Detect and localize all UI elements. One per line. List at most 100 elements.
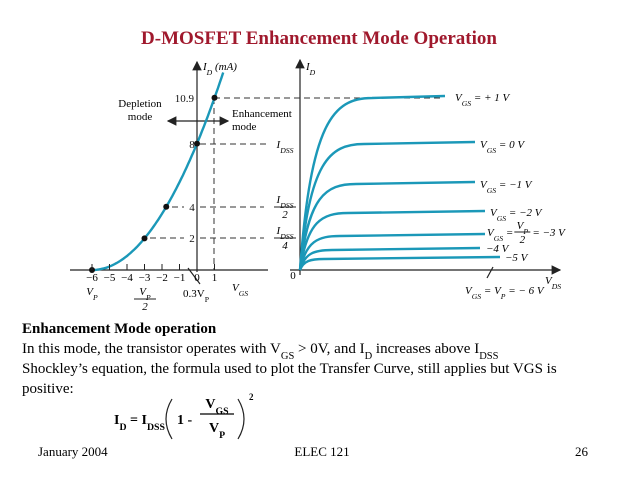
text-run: V: [205, 397, 215, 412]
text-run: increases above I: [372, 341, 479, 357]
subscript: P: [500, 292, 506, 301]
text-run: I: [276, 194, 282, 206]
text-run: Shockley’s equation, the formula used to…: [22, 361, 557, 377]
x-tick-label: −4: [121, 272, 133, 284]
text-run: I: [276, 139, 282, 151]
subscript: D: [365, 351, 373, 362]
footer-page: 26: [575, 444, 589, 459]
drain-curve: [298, 140, 476, 271]
subscript: D: [206, 68, 213, 77]
paren: [237, 398, 245, 440]
axis-label: VGS: [232, 282, 248, 298]
drain-curve: [298, 232, 486, 271]
text-run: = −1 V: [496, 179, 533, 191]
slide-title: D-MOSFET Enhancement Mode Operation: [141, 28, 497, 49]
axis-label: ID (mA): [202, 61, 237, 77]
text-run: −4 V: [486, 243, 510, 255]
drain-curve: [298, 94, 446, 271]
curve-label: VGS = −1 V: [480, 179, 533, 195]
transfer-curve: [92, 72, 225, 272]
axis-note-denominator: 2: [142, 301, 148, 313]
annotation: mode: [128, 111, 153, 123]
text-run: 0.3V: [183, 288, 205, 300]
text-run: = + 1 V: [471, 92, 510, 104]
text-run: V: [517, 220, 525, 232]
text-run: I: [305, 61, 311, 73]
subscript: D: [119, 422, 126, 433]
y-tick-label: 8: [189, 139, 195, 151]
subscript: P: [522, 227, 528, 236]
level-label-numerator: IDSS: [276, 225, 294, 241]
text-run: I: [202, 61, 208, 73]
subscript: GS: [494, 234, 504, 243]
text-run: V: [545, 275, 553, 287]
subscript: GS: [281, 351, 295, 362]
point: [194, 140, 200, 147]
footer-date: January 2004: [38, 444, 108, 459]
subscript: P: [219, 430, 225, 441]
equation-numerator: VGS: [205, 397, 229, 417]
subscript: D: [309, 68, 316, 77]
x-tick-label: −1: [174, 272, 186, 284]
drain-curve: [298, 209, 486, 271]
axis-label: ID: [305, 61, 316, 77]
level-label-denominator: 4: [282, 240, 288, 252]
subscript: GS: [239, 289, 249, 298]
footer-course: ELEC 121: [294, 444, 349, 459]
subscript: P: [92, 293, 98, 302]
text-run: = V: [481, 285, 502, 297]
text-run: V: [487, 227, 495, 239]
subscript: P: [205, 295, 209, 304]
axis-note-numerator: VP: [139, 286, 151, 302]
subscript: DSS: [279, 232, 293, 241]
subscript: GS: [472, 292, 482, 301]
text-run: −5 V: [505, 252, 529, 264]
equation-term: 1 -: [177, 413, 193, 428]
annotation: Depletion: [118, 98, 162, 110]
x-tick-label: −3: [139, 272, 151, 284]
subscript: DSS: [479, 351, 498, 362]
subscript: GS: [497, 214, 507, 223]
subscript: GS: [462, 99, 472, 108]
subscript: P: [145, 293, 151, 302]
subscript: DS: [551, 282, 562, 291]
text-run: = −2 V: [506, 207, 543, 219]
drain-curve: [298, 180, 476, 271]
x-tick-label: 0: [194, 272, 200, 284]
text-run: > 0V, and I: [294, 341, 364, 357]
text-run: V: [480, 179, 488, 191]
pointer: [486, 266, 494, 279]
section-heading: Enhancement Mode operation: [22, 321, 217, 337]
text-run: =: [503, 227, 513, 239]
level-label: IDSS: [276, 139, 294, 155]
point: [211, 94, 218, 101]
equation-denominator: VP: [209, 421, 225, 441]
axis-label: 0: [290, 270, 296, 282]
equation-exponent: 2: [249, 392, 254, 402]
text-run: I: [114, 413, 119, 428]
axis-note: VP: [86, 286, 98, 302]
curve-label-denominator: 2: [520, 234, 526, 246]
pointer: [187, 267, 201, 285]
level-label-denominator: 2: [282, 209, 288, 221]
y-tick-label: 2: [189, 233, 195, 245]
text-run: I: [276, 225, 282, 237]
text-run: = 0 V: [496, 139, 525, 151]
text-run: V: [86, 286, 94, 298]
level-label-numerator: IDSS: [276, 194, 294, 210]
body-line: positive:: [22, 381, 74, 397]
x-tick-label: 1: [212, 272, 218, 284]
x-tick-label: −2: [156, 272, 168, 284]
subscript: GS: [487, 146, 497, 155]
text-run: V: [209, 421, 219, 436]
curve-label: VGS = + 1 V: [455, 92, 510, 108]
annotation: mode: [232, 121, 257, 133]
curve-label-numerator: VP: [517, 220, 529, 236]
subscript: GS: [487, 186, 497, 195]
body-line: In this mode, the transistor operates wi…: [22, 341, 499, 362]
text-run: V: [480, 139, 488, 151]
annotation: Enhancement: [232, 108, 292, 120]
equation-lhs: ID = IDSS: [114, 413, 165, 433]
